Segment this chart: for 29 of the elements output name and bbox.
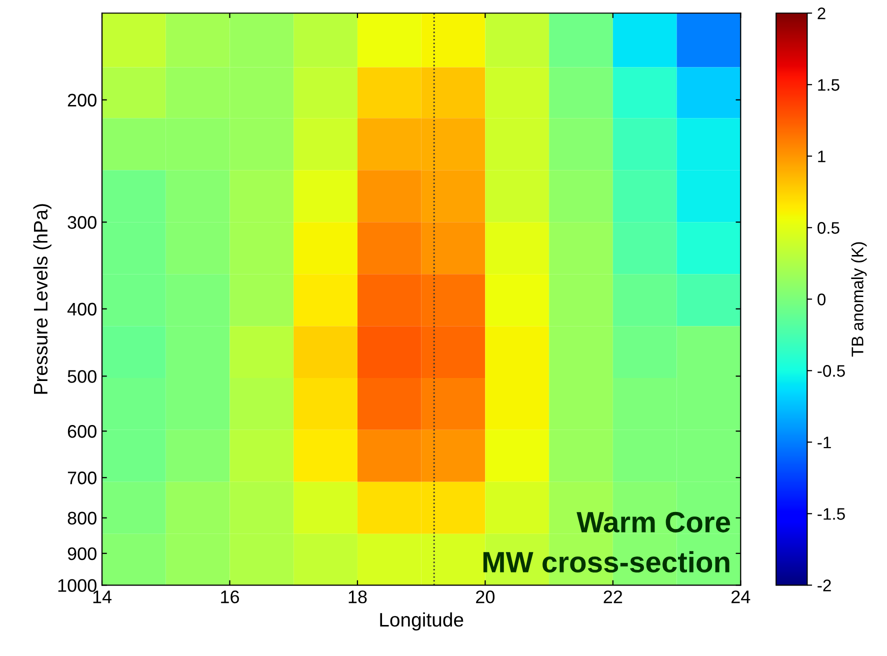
x-tick-label: 16 [221,590,239,604]
x-tick-label: 24 [732,590,750,604]
color-bar-label: 0.5 [818,222,840,234]
x-tick-label: 14 [93,590,112,604]
color-bar-label: 1.5 [818,79,840,91]
y-axis-title: Pressure Levels (hPa) [33,204,52,394]
color-bar-label: -1.5 [818,508,845,520]
color-bar-label: -0.5 [818,365,845,377]
y-tick-label: 300 [68,216,96,229]
y-tick-label: 600 [68,425,96,438]
color-bar-label: -1 [818,436,831,448]
x-tick-label: 20 [476,590,495,604]
y-tick-label: 500 [68,370,96,383]
y-tick-label: 400 [67,302,96,316]
x-axis-title: Longitude [380,612,464,631]
color-bar-label: 0 [818,294,826,306]
y-tick-label: 800 [68,512,96,525]
annotation: MW cross-section [483,551,730,573]
color-bar-title: TB anomaly (K) [851,242,867,357]
y-tick-label: 1000 [58,579,96,592]
x-tick-label: 18 [348,590,367,604]
y-tick-label: 700 [68,472,96,484]
y-tick-label: 200 [68,94,96,107]
annotation: Warm Core [576,512,730,532]
x-tick-label: 22 [604,590,622,604]
color-bar-label: 2 [818,8,826,20]
y-tick-label: 900 [68,547,96,560]
color-bar-label: -2 [818,580,831,592]
color-bar-label: 1 [818,150,826,162]
